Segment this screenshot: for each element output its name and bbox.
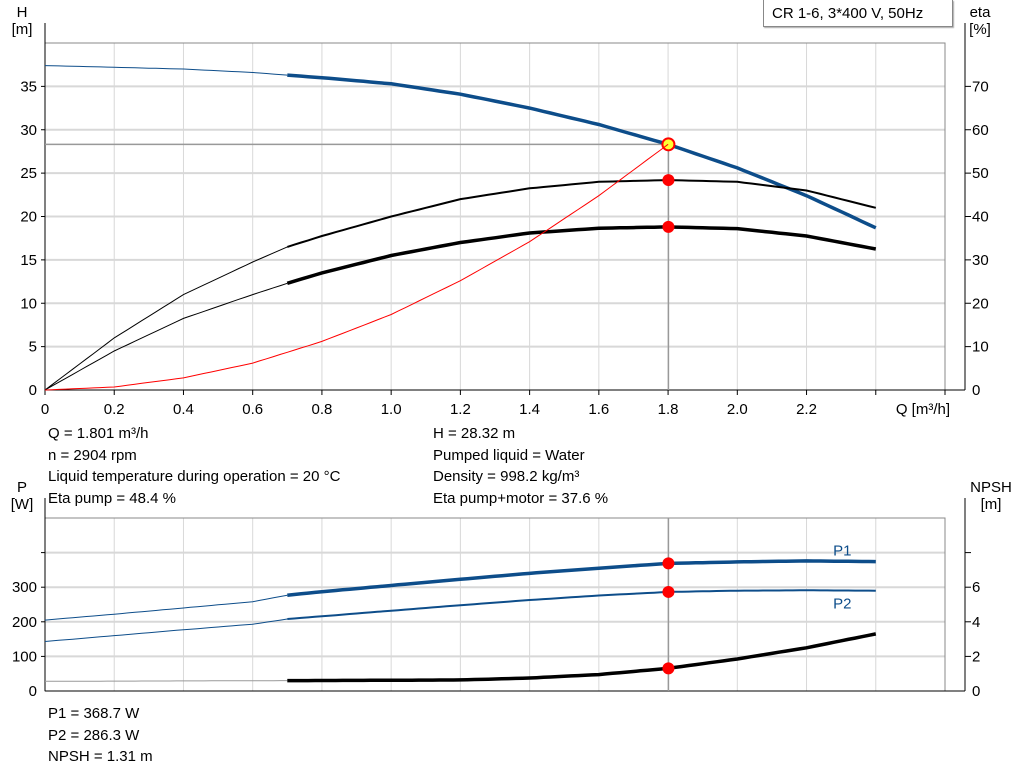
- y-tick-label-right: 30: [972, 252, 989, 269]
- operating-point-p1: [662, 557, 675, 570]
- x-tick-label: 1.0: [381, 401, 402, 418]
- y-tick-label-left: 15: [20, 252, 37, 269]
- h-curve-extrapolated: [44, 65, 288, 76]
- y-tick-label-right: 4: [972, 614, 980, 631]
- x-tick-label: 1.8: [658, 401, 679, 418]
- y-tick-label-right: 2: [972, 648, 980, 665]
- y-tick-label-right: 6: [972, 579, 980, 596]
- x-tick-label: 1.4: [519, 401, 540, 418]
- y-tick-label-left: 35: [20, 78, 37, 95]
- y-tick-label-right: 0: [972, 683, 980, 700]
- y-tick-label-left: 30: [20, 122, 37, 139]
- info-p2: P2 = 286.3 W: [48, 726, 140, 744]
- x-tick-label: 0.6: [242, 401, 263, 418]
- x-tick-label: 1.2: [450, 401, 471, 418]
- info-head: H = 28.32 m: [433, 425, 516, 442]
- y-axis-label-right: eta: [970, 4, 992, 21]
- p2-curve-extrapolated: [44, 618, 288, 642]
- y-tick-label-right: 60: [972, 122, 989, 139]
- operating-point-p2: [662, 585, 675, 598]
- y-tick-label-left: 100: [12, 648, 37, 665]
- info-liquid: Pumped liquid = Water: [433, 446, 585, 464]
- p1-curve: [287, 559, 876, 597]
- info-p1: P1 = 368.7 W: [48, 705, 140, 722]
- y-tick-label-left: 0: [29, 683, 37, 700]
- info-top-right: H = 28.32 m Pumped liquid = Water Densit…: [433, 423, 608, 509]
- info-temperature: Liquid temperature during operation = 20…: [48, 468, 341, 485]
- system-curve: [44, 143, 669, 391]
- info-eta-pump: Eta pump = 48.4 %: [48, 489, 176, 507]
- x-tick-label: 0.4: [173, 401, 194, 418]
- y-axis-unit-left: [m]: [12, 21, 33, 38]
- info-bottom: P1 = 368.7 W P2 = 286.3 W NPSH = 1.31 m: [48, 703, 153, 768]
- y-tick-label-left: 10: [20, 295, 37, 312]
- eta-pump-curve: [286, 179, 877, 248]
- x-tick-label: 0: [41, 401, 49, 418]
- y-tick-label-right: 10: [972, 339, 989, 356]
- x-tick-label: 0.8: [311, 401, 332, 418]
- series-label-p1: P1: [833, 542, 851, 559]
- y-tick-label-right: 20: [972, 295, 989, 312]
- x-tick-label: 0.2: [104, 401, 125, 418]
- y-tick-label-left: 5: [29, 339, 37, 356]
- y-tick-label-right: 70: [972, 78, 989, 95]
- eta-pump-curve-extrapolated: [44, 246, 288, 391]
- y-tick-label-left: 200: [12, 614, 37, 631]
- y-tick-label-left: 0: [29, 382, 37, 399]
- plot-frame: [44, 517, 946, 692]
- info-speed: n = 2904 rpm: [48, 446, 137, 464]
- info-top-left: Q = 1.801 m³/h n = 2904 rpm Liquid tempe…: [48, 423, 340, 509]
- h-curve: [287, 73, 877, 230]
- info-density: Density = 998.2 kg/m³: [433, 468, 580, 485]
- y-tick-label-left: 20: [20, 209, 37, 226]
- y-tick-label-right: 0: [972, 382, 980, 399]
- x-tick-label: 1.6: [588, 401, 609, 418]
- y-axis-unit-left: [W]: [11, 496, 34, 513]
- y-axis-unit-right: [m]: [981, 496, 1002, 513]
- npsh-curve: [287, 632, 877, 683]
- series-label-p2: P2: [833, 595, 851, 612]
- chart-title: CR 1-6, 3*400 V, 50Hz: [763, 0, 953, 27]
- p2-curve: [287, 589, 876, 620]
- info-npsh: NPSH = 1.31 m: [48, 748, 153, 765]
- y-axis-label-right: NPSH: [970, 479, 1012, 496]
- y-tick-label-right: 40: [972, 209, 989, 226]
- y-axis-unit-right: [%]: [969, 21, 991, 38]
- npsh-curve-extrapolated: [45, 680, 288, 682]
- operating-point-eta-pump-motor: [662, 220, 675, 233]
- x-axis-label: Q [m³/h]: [896, 401, 950, 418]
- info-eta-pump-motor: Eta pump+motor = 37.6 %: [433, 489, 609, 507]
- operating-point-eta-pump: [662, 174, 675, 187]
- eta-pump-motor-curve: [286, 225, 877, 285]
- y-axis-label-left: P: [17, 479, 27, 496]
- operating-point-npsh: [662, 662, 675, 675]
- x-tick-label: 2.2: [796, 401, 817, 418]
- info-flow: Q = 1.801 m³/h: [48, 425, 149, 442]
- y-tick-label-left: 300: [12, 579, 37, 596]
- y-tick-label-right: 50: [972, 165, 989, 182]
- eta-pump-motor-curve-extrapolated: [44, 282, 288, 391]
- y-tick-label-left: 25: [20, 165, 37, 182]
- duty-point-marker: [661, 137, 676, 152]
- p1-curve-extrapolated: [44, 594, 288, 621]
- y-axis-label-left: H: [17, 4, 28, 21]
- x-tick-label: 2.0: [727, 401, 748, 418]
